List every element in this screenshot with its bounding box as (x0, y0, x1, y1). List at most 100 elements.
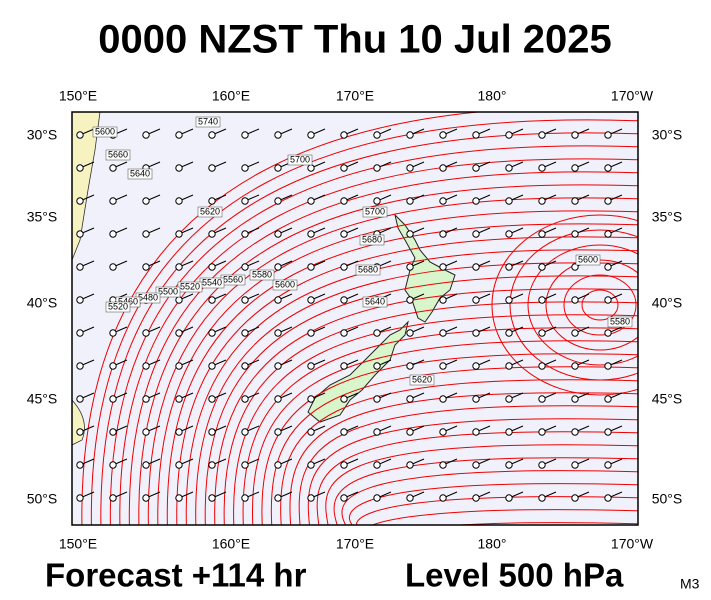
contour-label: 5640 (130, 168, 150, 178)
contour (119, 158, 638, 525)
lat-label: 30°S (652, 127, 683, 143)
station (76, 461, 84, 469)
station (406, 395, 414, 403)
contour-label-box (575, 254, 601, 266)
contour (563, 274, 637, 336)
contour-label: 5580 (252, 269, 272, 279)
station (76, 395, 84, 403)
station (307, 461, 315, 469)
station (142, 197, 150, 205)
station (208, 395, 216, 403)
station (307, 362, 315, 370)
station (505, 461, 513, 469)
forecast-label: Forecast +114 hr (45, 557, 307, 594)
station (208, 296, 216, 304)
contour-label-box (105, 149, 131, 161)
contour (333, 457, 638, 525)
lat-label: 45°S (652, 391, 683, 407)
station (241, 395, 249, 403)
station (175, 428, 183, 436)
contour (527, 244, 638, 366)
lat-label: 30°S (27, 127, 58, 143)
contour-label-box (249, 269, 275, 281)
station (472, 131, 480, 139)
lon-label: 170°W (611, 88, 654, 104)
station (604, 263, 612, 271)
station (175, 395, 183, 403)
station (439, 329, 447, 337)
station (307, 263, 315, 271)
south-island (307, 320, 409, 423)
lon-label: 170°W (611, 536, 654, 552)
contour-label-box (155, 286, 181, 298)
contour-label-box (195, 116, 221, 128)
contour (355, 496, 638, 525)
station (439, 362, 447, 370)
station (208, 230, 216, 238)
contour (280, 379, 638, 525)
station (274, 197, 282, 205)
station (241, 230, 249, 238)
station (505, 296, 513, 304)
station (208, 461, 216, 469)
station (175, 131, 183, 139)
station (472, 362, 480, 370)
station (571, 362, 579, 370)
station (571, 329, 579, 337)
station (406, 131, 414, 139)
station (340, 197, 348, 205)
station (142, 494, 150, 502)
contour (251, 340, 638, 525)
station (538, 461, 546, 469)
station (142, 461, 150, 469)
station (340, 362, 348, 370)
wind-barbs (76, 128, 623, 502)
contour-label: 5700 (290, 154, 310, 164)
contour (157, 210, 638, 525)
station (604, 329, 612, 337)
lon-label: 170°E (336, 536, 374, 552)
station (472, 461, 480, 469)
station (340, 296, 348, 304)
contour-label: 5500 (158, 286, 178, 296)
contour-label-box (197, 206, 223, 218)
station (274, 494, 282, 502)
station (505, 263, 513, 271)
station (472, 263, 480, 271)
contour (109, 145, 638, 525)
station (340, 263, 348, 271)
station (439, 230, 447, 238)
station (406, 494, 414, 502)
contour (81, 112, 484, 525)
station (505, 230, 513, 238)
station (340, 164, 348, 172)
model-label: M3 (680, 576, 700, 592)
station (208, 263, 216, 271)
contour (316, 431, 638, 525)
lon-label: 170°E (336, 88, 374, 104)
contour-label-box (355, 264, 381, 276)
station (439, 428, 447, 436)
station (472, 329, 480, 337)
station (76, 428, 84, 436)
lon-label: 160°E (212, 536, 250, 552)
station (241, 494, 249, 502)
contour-label: 5660 (108, 149, 128, 159)
station (307, 131, 315, 139)
lon-label: 180° (478, 536, 507, 552)
contour (138, 184, 638, 525)
station (274, 230, 282, 238)
contour-label-box (362, 296, 388, 308)
station (604, 131, 612, 139)
lat-label: 50°S (27, 491, 58, 507)
station (307, 329, 315, 337)
station (76, 197, 84, 205)
station (340, 395, 348, 403)
station (439, 131, 447, 139)
station (571, 263, 579, 271)
station (241, 362, 249, 370)
contour (509, 229, 638, 381)
station (538, 164, 546, 172)
station (439, 164, 447, 172)
